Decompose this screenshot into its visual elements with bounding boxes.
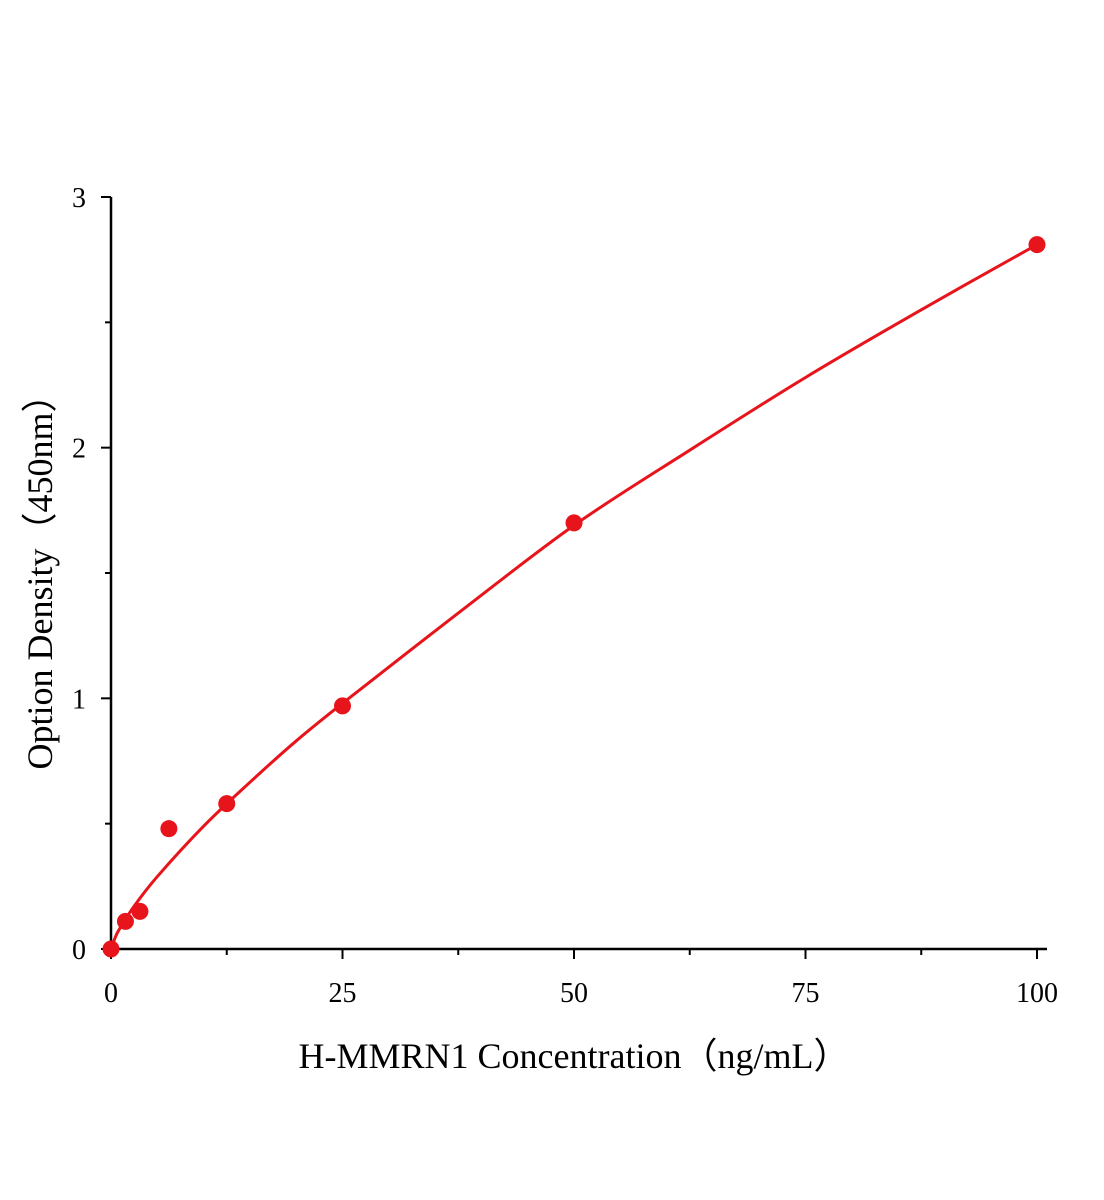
y-tick-label: 0: [72, 935, 86, 966]
y-axis-label: Option Density（450nm）: [20, 377, 60, 770]
y-tick-label: 2: [72, 434, 86, 465]
data-point: [131, 902, 149, 920]
x-axis-label: H-MMRN1 Concentration（ng/mL）: [299, 1036, 850, 1076]
data-point: [334, 697, 351, 715]
axes: [101, 196, 1047, 959]
data-points: [102, 236, 1046, 958]
data-point: [116, 912, 134, 930]
x-tick-label: 25: [329, 978, 357, 1009]
x-tick-label: 75: [792, 978, 820, 1009]
tick-labels: 0 25 50 75 100 0 1 2 3: [72, 183, 1058, 1009]
x-tick-label: 50: [560, 978, 588, 1009]
x-tick-label: 0: [104, 978, 118, 1009]
data-point: [102, 940, 120, 958]
data-point: [160, 820, 178, 838]
data-point: [1028, 236, 1046, 254]
y-tick-label: 3: [72, 183, 86, 214]
data-point: [565, 514, 583, 532]
x-tick-label: 100: [1016, 978, 1058, 1009]
fit-curve: [109, 243, 1038, 950]
data-point: [218, 795, 236, 813]
y-tick-label: 1: [72, 684, 86, 715]
